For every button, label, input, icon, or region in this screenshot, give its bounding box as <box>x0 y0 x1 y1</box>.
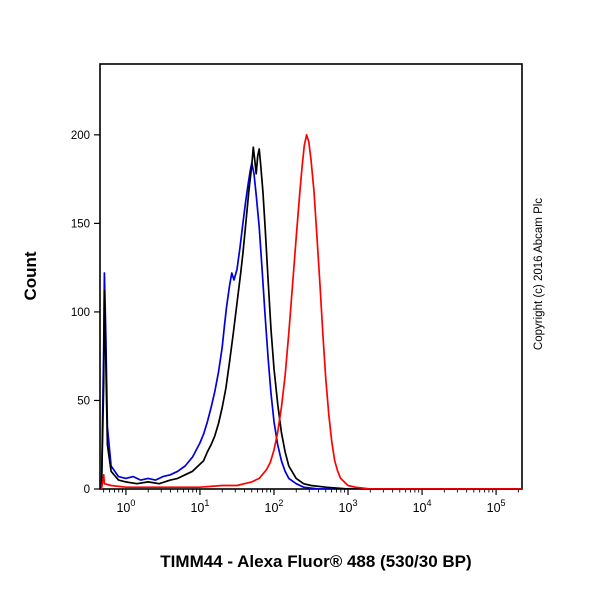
y-tick-label: 100 <box>71 307 90 319</box>
series-blue-curve <box>100 162 522 489</box>
y-tick-label: 0 <box>84 484 90 496</box>
x-tick-label: 105 <box>487 498 506 515</box>
series-red-curve <box>100 133 522 489</box>
histogram-curves <box>100 133 522 489</box>
chart-title: TIMM44 - Alexa Fluor® 488 (530/30 BP) <box>160 552 471 571</box>
y-tick-label: 150 <box>71 218 90 230</box>
x-tick-label: 100 <box>116 498 135 515</box>
series-black-curve <box>100 146 522 489</box>
copyright-text: Copyright (c) 2016 Abcam Plc <box>533 198 545 350</box>
y-tick-label: 50 <box>77 395 90 407</box>
x-tick-label: 102 <box>265 498 284 515</box>
x-tick-label: 104 <box>413 498 432 515</box>
axis-ticks: 0 50 100 150 200 100 101 102 103 104 105 <box>71 130 519 515</box>
y-tick-label: 200 <box>71 130 90 142</box>
x-tick-label: 103 <box>339 498 358 515</box>
plot-border <box>99 63 523 490</box>
y-axis-label: Count <box>21 251 40 300</box>
x-tick-label: 101 <box>190 498 209 515</box>
